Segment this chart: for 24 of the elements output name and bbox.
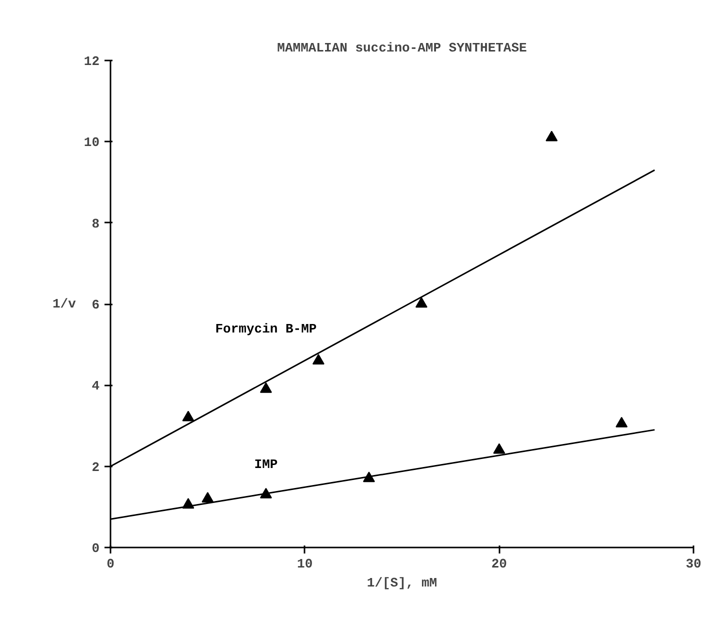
point [202, 492, 214, 502]
y-tick-label: 10 [84, 135, 100, 150]
chart-title: MAMMALIAN succino-AMP SYNTHETASE [277, 40, 528, 56]
y-tick-label: 4 [92, 378, 100, 394]
y-tick-label: 6 [92, 298, 100, 312]
y-tick-label: 0 [92, 541, 100, 556]
y-axis-title: 1/v [52, 296, 76, 312]
point [616, 416, 628, 428]
point [182, 410, 194, 422]
x-axis-title: 1/[S], mM [366, 576, 438, 590]
y-tick-label: 2 [92, 460, 100, 475]
x-tick-label: 20 [491, 556, 508, 572]
point [493, 443, 506, 454]
series-label: IMP [254, 457, 278, 472]
series-label: Formycin B-MP [215, 322, 317, 337]
point [312, 354, 324, 364]
point [260, 382, 272, 393]
point [415, 297, 428, 308]
x-tick-label: 0 [106, 556, 115, 572]
x-tick-label: 10 [297, 556, 313, 572]
x-tick-label: 30 [686, 556, 702, 572]
y-tick-label: 8 [92, 216, 100, 232]
point [546, 130, 558, 142]
y-tick-label: 12 [84, 54, 100, 69]
